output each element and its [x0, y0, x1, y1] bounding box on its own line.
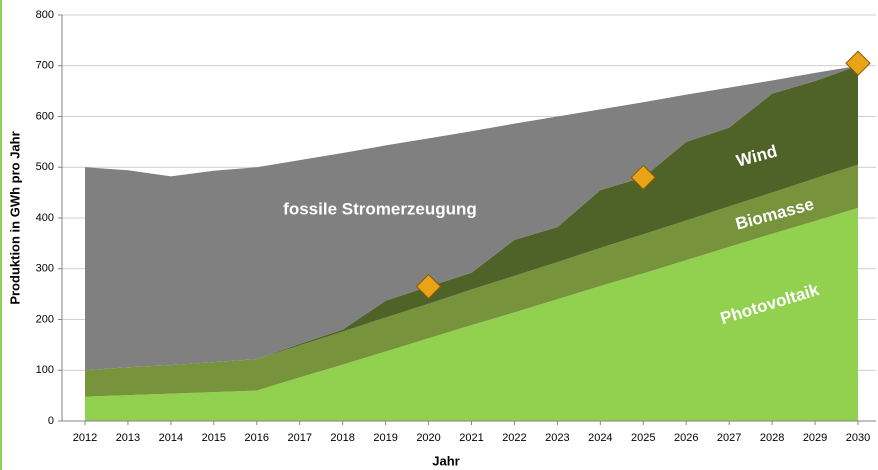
x-tick-label: 2014 — [159, 432, 183, 444]
x-tick-label: 2024 — [588, 432, 612, 444]
x-tick-label: 2029 — [803, 432, 827, 444]
x-tick-label: 2018 — [330, 432, 354, 444]
y-tick-label: 800 — [36, 9, 54, 21]
x-tick-label: 2012 — [73, 432, 97, 444]
x-tick-label: 2026 — [674, 432, 698, 444]
y-tick-label: 300 — [36, 263, 54, 275]
y-tick-label: 600 — [36, 110, 54, 122]
x-tick-label: 2017 — [287, 432, 311, 444]
area-label: fossile Stromerzeugung — [283, 199, 477, 218]
y-tick-label: 700 — [36, 60, 54, 72]
y-tick-label: 500 — [36, 161, 54, 173]
area — [85, 207, 858, 421]
y-tick-label: 200 — [36, 313, 54, 325]
marker — [630, 164, 656, 191]
marker — [415, 273, 442, 300]
y-axis-title: Produktion in GWh pro Jahr — [7, 131, 22, 304]
y-tick-label: 100 — [36, 364, 54, 376]
area — [85, 65, 858, 371]
x-tick-label: 2021 — [459, 432, 483, 444]
x-axis-title: Jahr — [432, 453, 459, 468]
x-tick-label: 2022 — [502, 432, 526, 444]
x-tick-label: 2019 — [373, 432, 397, 444]
area — [85, 164, 858, 397]
x-tick-label: 2023 — [545, 432, 569, 444]
x-tick-label: 2015 — [202, 432, 226, 444]
x-tick-label: 2016 — [245, 432, 269, 444]
x-tick-label: 2028 — [760, 432, 784, 444]
x-tick-label: 2030 — [846, 432, 870, 444]
x-tick-label: 2027 — [717, 432, 741, 444]
x-tick-label: 2013 — [116, 432, 140, 444]
marker — [845, 50, 871, 76]
y-tick-label: 400 — [36, 212, 54, 224]
x-tick-label: 2020 — [416, 432, 440, 444]
area — [85, 65, 858, 371]
y-tick-label: 0 — [48, 415, 54, 427]
x-tick-label: 2025 — [631, 432, 655, 444]
